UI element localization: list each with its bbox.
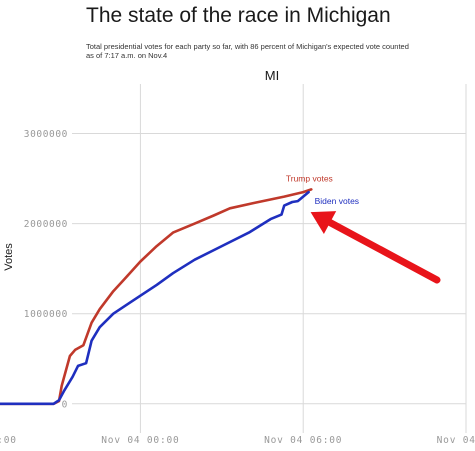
biden-votes-label: Biden votes	[315, 196, 359, 206]
arrow-layer	[310, 211, 441, 284]
y-tick-label: 1000000	[24, 309, 68, 320]
annotation-arrow-shaft	[326, 219, 441, 284]
chart-subtitle: Total presidential votes for each party …	[86, 42, 409, 60]
y-axis-label: Votes	[3, 243, 15, 271]
y-tick-label: 3000000	[24, 129, 68, 140]
series-labels: Trump votes Biden votes	[286, 173, 359, 206]
x-tick-label: Nov 04 12	[437, 435, 475, 446]
biden-votes-line	[0, 190, 310, 406]
trump-votes-label: Trump votes	[286, 173, 333, 183]
panel-title: MI	[265, 68, 279, 83]
axes-text: MI 0 1000000 2000000 3000000 Nov 03 18:00 Nov …	[0, 68, 475, 446]
y-tick-label: 0	[62, 399, 68, 410]
x-tick-label: Nov 03 18:00	[0, 435, 17, 446]
y-tick-label: 2000000	[24, 219, 68, 230]
chart-title: The state of the race in Michigan	[86, 4, 391, 27]
grid	[72, 84, 467, 433]
annotation-arrow-head	[310, 211, 337, 234]
x-tick-label: Nov 04 06:00	[264, 435, 342, 446]
series-lines	[0, 188, 313, 406]
trump-votes-line	[0, 188, 313, 406]
x-tick-label: Nov 04 00:00	[101, 435, 179, 446]
